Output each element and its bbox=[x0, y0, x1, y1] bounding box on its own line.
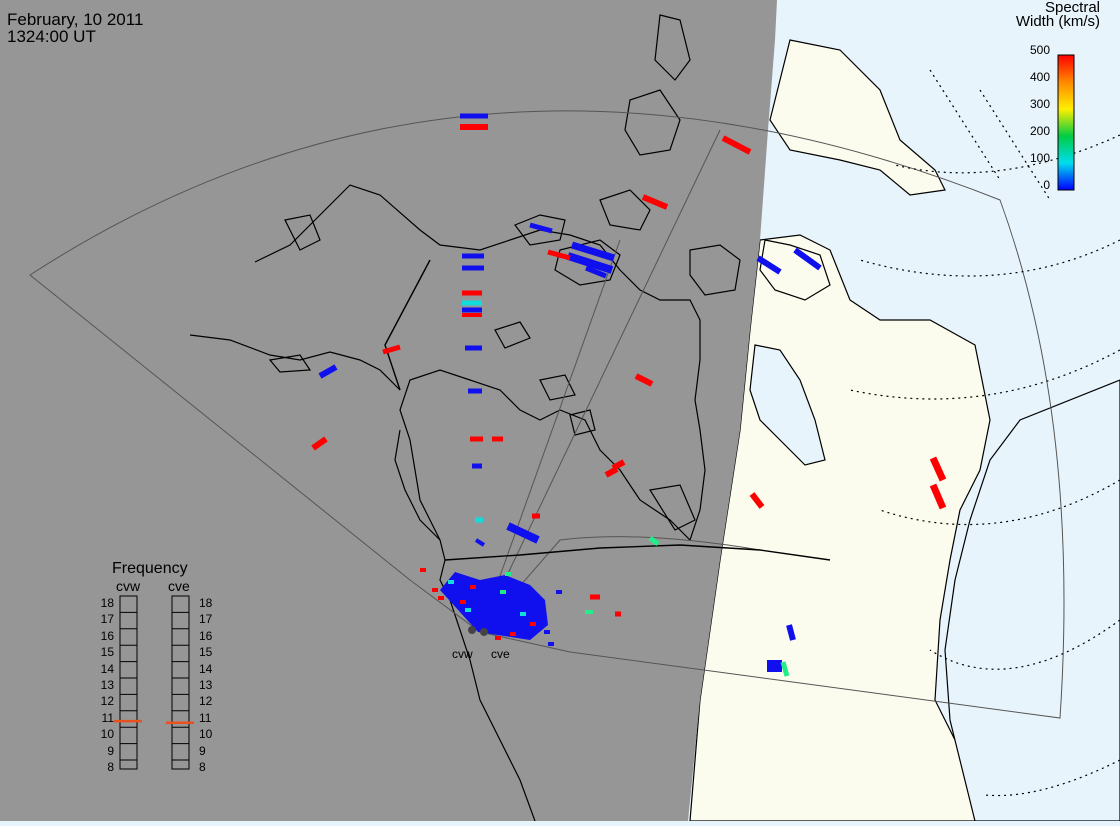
spectral-tick-label: 100 bbox=[1029, 151, 1050, 165]
spectral-tick-label: 500 bbox=[1029, 43, 1050, 57]
frequency-tick-label: 15 bbox=[199, 645, 213, 660]
radar-echo bbox=[547, 249, 571, 261]
radar-echo-cell bbox=[520, 612, 526, 616]
radar-echo-cell bbox=[432, 588, 438, 592]
frequency-gauge-markers bbox=[114, 719, 194, 724]
radar-echo-cell bbox=[548, 642, 554, 646]
spectral-legend-title-line2: Width (km/s) bbox=[1015, 13, 1100, 30]
frequency-gauge-ticks bbox=[120, 611, 189, 761]
frequency-tick-label: 12 bbox=[100, 694, 114, 709]
radar-site-label-cvw: cvw bbox=[452, 647, 473, 661]
radar-echo bbox=[634, 373, 654, 387]
radar-echo-cell bbox=[544, 630, 550, 634]
frequency-tick-label: 8 bbox=[107, 760, 114, 774]
radar-echo bbox=[382, 344, 401, 355]
frequency-tick-label: 8 bbox=[199, 760, 206, 774]
daylit-greenland bbox=[769, 39, 946, 196]
borders bbox=[384, 259, 831, 561]
radar-fov bbox=[29, 110, 1065, 719]
radar-echo-cell bbox=[495, 636, 501, 640]
spectral-colorbar bbox=[1057, 54, 1075, 191]
frequency-tick-label: 15 bbox=[100, 645, 114, 660]
radar-site-markers bbox=[468, 626, 488, 636]
frequency-gauges bbox=[119, 595, 190, 770]
radar-echo bbox=[756, 255, 782, 275]
spectral-tick-label: 400 bbox=[1029, 70, 1050, 84]
spectral-tick-label: 200 bbox=[1029, 124, 1050, 138]
radar-echo-cell bbox=[448, 580, 454, 584]
frequency-tick-label: 9 bbox=[199, 743, 206, 758]
spectral-colorbar-fill bbox=[1057, 54, 1075, 191]
radar-echo-cell bbox=[438, 596, 444, 600]
radar-echo bbox=[318, 364, 338, 379]
frequency-tick-label: 10 bbox=[199, 727, 213, 742]
radar-echo bbox=[506, 522, 540, 544]
time-label: 1324:00 UT bbox=[7, 27, 96, 46]
radar-echo bbox=[566, 252, 614, 274]
frequency-tick-label: 13 bbox=[199, 678, 213, 692]
spectral-tick-label: 0 bbox=[1043, 178, 1050, 192]
radar-echo bbox=[570, 241, 616, 262]
radar-echo bbox=[648, 536, 660, 546]
radar-echo-cell bbox=[470, 585, 476, 589]
radar-echo-cell bbox=[530, 622, 536, 626]
frequency-gauge-cve bbox=[171, 595, 190, 770]
daylit-baffin bbox=[759, 239, 831, 301]
radar-echo bbox=[585, 265, 607, 279]
frequency-panel-title: Frequency bbox=[112, 560, 188, 577]
radar-echo bbox=[611, 459, 626, 471]
radar-echo-cell bbox=[540, 608, 546, 612]
radar-echo-cell bbox=[482, 596, 488, 600]
frequency-tick-label: 12 bbox=[199, 694, 213, 709]
radar-echo bbox=[929, 483, 947, 510]
radar-site-label-cve: cve bbox=[491, 647, 510, 661]
radar-echo-cell bbox=[556, 590, 562, 594]
frequency-tick-label: 10 bbox=[100, 727, 114, 742]
frequency-tick-label: 11 bbox=[199, 710, 212, 725]
radar-echo bbox=[780, 661, 790, 677]
radar-echo-cell bbox=[525, 598, 531, 602]
frequency-tick-label: 17 bbox=[199, 612, 213, 627]
date-label: February, 10 2011 bbox=[7, 10, 144, 29]
radar-echoes bbox=[311, 113, 947, 677]
spectral-legend-title-line1: Spectral bbox=[1044, 0, 1100, 16]
radar-echo-cell bbox=[510, 632, 516, 636]
frequency-tick-label: 14 bbox=[199, 661, 213, 676]
frequency-tick-label: 14 bbox=[100, 661, 114, 676]
frequency-tick-label: 16 bbox=[199, 628, 213, 643]
radar-echo bbox=[529, 222, 553, 234]
frequency-tick-label: 9 bbox=[107, 743, 114, 758]
frequency-tick-label: 13 bbox=[100, 678, 114, 692]
radar-echo-cell bbox=[465, 608, 471, 612]
frequency-gauge-cvw bbox=[119, 595, 138, 770]
frequency-radar-label-cve: cve bbox=[168, 578, 190, 594]
spectral-tick-label: 300 bbox=[1029, 97, 1050, 111]
lat-lon-grid bbox=[849, 69, 1120, 797]
radar-echo-cell bbox=[500, 590, 506, 594]
radar-echo bbox=[793, 247, 822, 271]
radar-echo-cell bbox=[460, 600, 466, 604]
coastlines bbox=[189, 14, 741, 822]
frequency-tick-label: 11 bbox=[101, 710, 114, 725]
frequency-tick-label: 18 bbox=[100, 596, 114, 610]
night-region bbox=[0, 0, 777, 821]
radar-site-cvw bbox=[468, 626, 476, 634]
radar-site-cve bbox=[480, 628, 488, 636]
radar-echo bbox=[641, 194, 669, 210]
radar-echo bbox=[311, 436, 328, 451]
radar-echo bbox=[786, 624, 796, 641]
radar-echo bbox=[474, 538, 486, 547]
radar-echo bbox=[721, 135, 752, 155]
frequency-tick-label: 17 bbox=[100, 612, 114, 627]
frequency-tick-label: 16 bbox=[100, 628, 114, 643]
radar-echo bbox=[929, 456, 947, 482]
radar-echo bbox=[749, 492, 765, 509]
frequency-radar-label-cvw: cvw bbox=[116, 578, 141, 594]
radar-echo-fan bbox=[440, 572, 548, 640]
hudson-bay-east bbox=[749, 344, 826, 466]
radar-echo-cell bbox=[505, 572, 511, 576]
frequency-tick-label: 18 bbox=[199, 596, 213, 610]
